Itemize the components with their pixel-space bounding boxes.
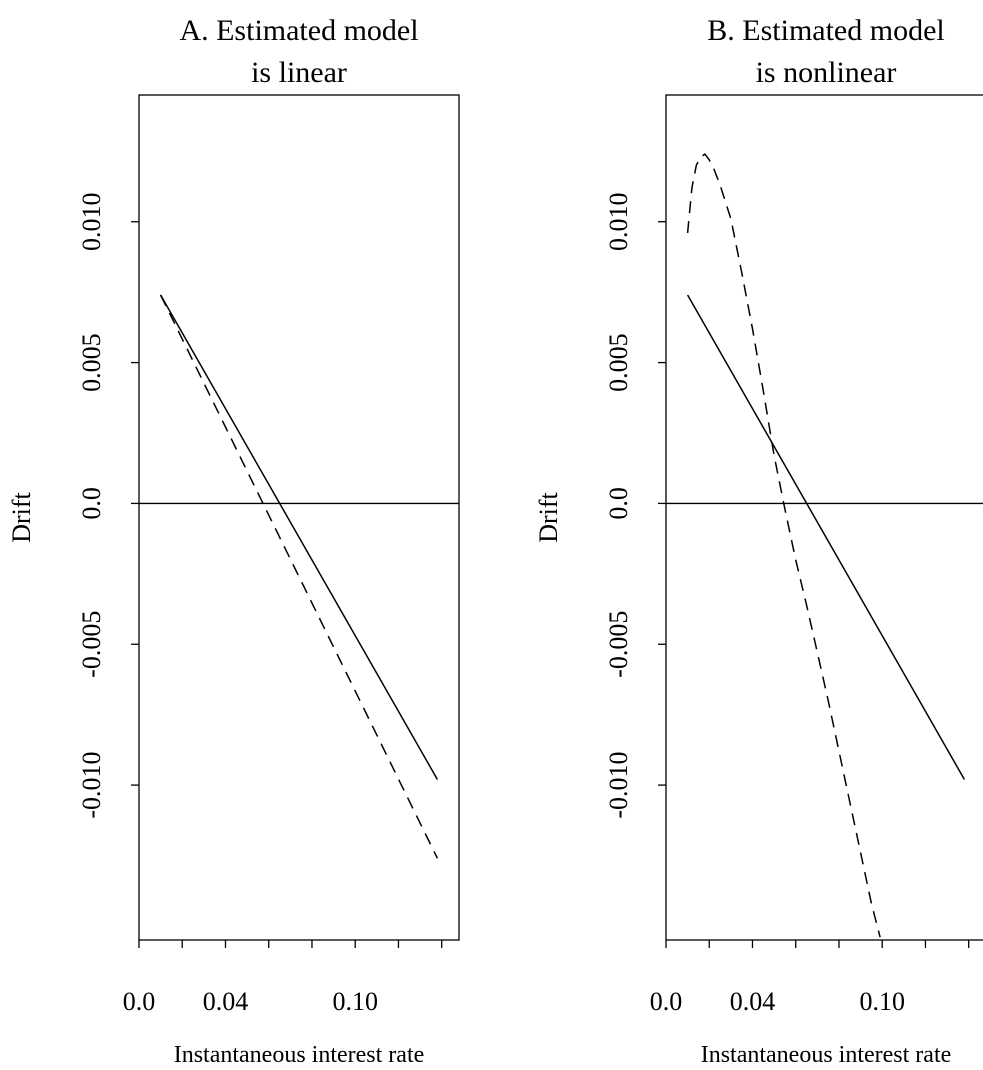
panel-b-plot-frame: [665, 94, 983, 941]
panel-a-y-tick-label: 0.0: [77, 487, 106, 519]
panel-a-title-line-1: A. Estimated model: [179, 14, 418, 47]
panel-a-x-tick-label: 0.0: [123, 987, 156, 1016]
panel-b-title-line-2: is nonlinear: [756, 56, 897, 89]
panel-a-y-tick-label: -0.010: [77, 751, 106, 818]
panel-a-plot-frame: [138, 94, 460, 941]
panel-b-x-tick-label: 0.10: [859, 987, 905, 1016]
panel-a-solid-line: [159, 294, 439, 780]
panel-b-y-tick-label: 0.010: [604, 193, 633, 252]
panel-b-title-line-1: B. Estimated model: [707, 14, 944, 47]
panel-b-x-tick-label: 0.0: [650, 987, 683, 1016]
panel-b-y-axis-label: Drift: [534, 491, 563, 542]
panel-b-y-tick-label: -0.005: [604, 611, 633, 678]
panel-a-y-tick-label: -0.005: [77, 611, 106, 678]
panel-a-y-axis-label: Drift: [7, 491, 36, 542]
panel-b-solid-line: [686, 294, 966, 780]
panel-b-y-tick-label: 0.0: [604, 487, 633, 519]
panel-a-title-line-2: is linear: [251, 56, 347, 89]
panel-b-x-axis-label: Instantaneous interest rate: [701, 1042, 952, 1068]
panel-a-x-axis-label: Instantaneous interest rate: [174, 1042, 425, 1068]
panel-b-x-tick-label: 0.04: [730, 987, 776, 1016]
panel-a-y-tick-label: 0.005: [77, 333, 106, 392]
panel-a-y-tick-label: 0.010: [77, 193, 106, 252]
panel-a-dashed-line: [159, 294, 439, 859]
panel-b: B. Estimated model is nonlinear 0.0 0.04 0.1…: [534, 14, 983, 1068]
panel-a-x-tick-label: 0.04: [203, 987, 249, 1016]
panel-a: A. Estimated model is linear 0.0 0.04 0.10 0.…: [7, 14, 460, 1068]
panel-b-dashed-line: [686, 153, 881, 938]
panel-b-y-tick-label: -0.010: [604, 751, 633, 818]
panel-a-x-tick-label: 0.10: [332, 987, 378, 1016]
panel-b-y-tick-label: 0.005: [604, 333, 633, 392]
